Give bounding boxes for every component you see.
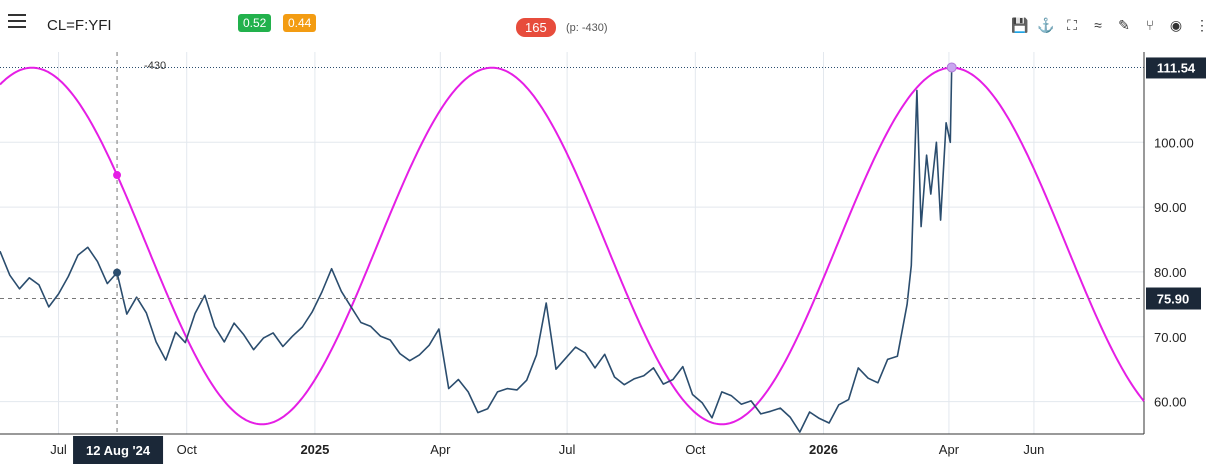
correlation-badge: 0.52 xyxy=(238,14,272,32)
y-tick-label: 70.00 xyxy=(1154,330,1187,345)
chart-toolbar: CL=F:YFI 0.52 0.44 165 (p: -430) 💾 ⚓ ⛶ ≈ ✎ ⑂ ◉… xyxy=(0,0,1218,50)
x-tick-label: 2026 xyxy=(809,442,838,457)
crosshair-price-label: 75.90 xyxy=(1157,292,1190,307)
y-tick-label: 80.00 xyxy=(1154,265,1187,280)
hamburger-menu-icon[interactable] xyxy=(8,14,26,30)
crosshair-date-box xyxy=(73,436,164,464)
cycle-series-line xyxy=(0,66,1145,426)
save-icon[interactable]: 💾 xyxy=(1011,17,1029,33)
cycle-length-badge[interactable]: 165 xyxy=(516,18,556,37)
x-tick-label: Apr xyxy=(939,442,960,457)
trend-icon[interactable]: ≈ xyxy=(1094,17,1102,33)
score-badge: 0.44 xyxy=(283,14,317,32)
y-tick-label: 90.00 xyxy=(1154,200,1187,215)
crosshair-date-label: 12 Aug '24 xyxy=(86,443,151,458)
x-tick-label: Jul xyxy=(50,442,67,457)
pin-icon[interactable]: ⚓ xyxy=(1037,17,1055,33)
price-series-line xyxy=(0,67,953,433)
x-tick-label: 2025 xyxy=(300,442,329,457)
crosshair-price-dot xyxy=(113,268,122,277)
y-tick-label: 60.00 xyxy=(1154,395,1187,410)
last-price-box xyxy=(1146,57,1206,79)
x-tick-label: Jul xyxy=(559,442,576,457)
ticker-symbol[interactable]: CL=F:YFI xyxy=(47,17,112,34)
more-vertical-icon[interactable]: ⋮ xyxy=(1195,17,1209,33)
last-price-label: 111.54 xyxy=(1157,60,1196,75)
x-tick-label: Oct xyxy=(685,442,706,457)
x-tick-label: Apr xyxy=(430,442,451,457)
x-tick-label: Oct xyxy=(177,442,198,457)
crosshair-cycle-dot xyxy=(113,171,122,180)
eye-icon[interactable]: ◉ xyxy=(1169,17,1183,33)
phase-label: (p: -430) xyxy=(566,22,608,34)
toolbar-icons: 💾 ⚓ ⛶ ≈ ✎ ⑂ ◉ ⋮ xyxy=(1010,15,1212,35)
y-tick-label: 100.00 xyxy=(1154,135,1194,150)
fork-icon[interactable]: ⑂ xyxy=(1145,17,1155,33)
fullscreen-icon[interactable]: ⛶ xyxy=(1067,17,1077,33)
crosshair-price-box xyxy=(1146,287,1201,310)
x-tick-label: Jun xyxy=(1023,442,1044,457)
cycle-peak-marker xyxy=(946,62,957,73)
crosshair-phase-label: -430 xyxy=(144,60,166,72)
draw-icon[interactable]: ✎ xyxy=(1118,17,1130,33)
